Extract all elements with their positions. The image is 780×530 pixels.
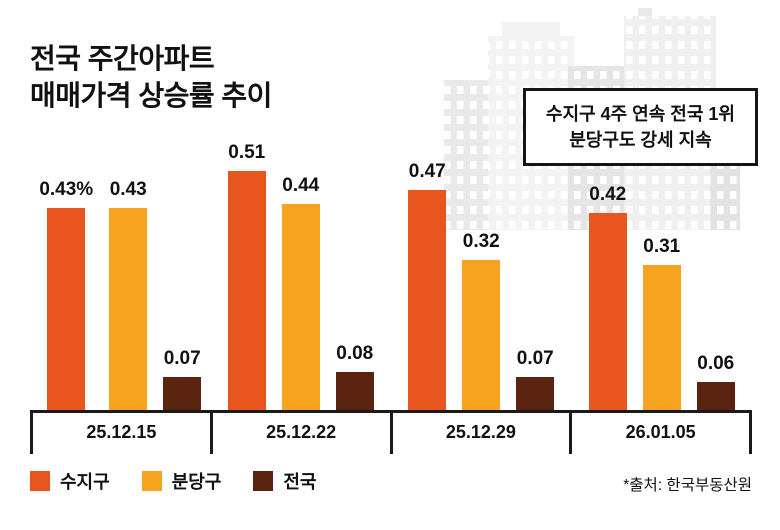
bar-column-수지구: 0.42 [588,184,627,410]
bar-value-label: 0.47 [408,161,446,182]
bar [588,213,627,410]
bar-column-전국: 0.07 [163,348,202,410]
callout-box: 수지구 4주 연속 전국 1위 분당구도 강세 지속 [522,88,758,167]
bar-value-label: 0.31 [643,236,681,257]
legend: 수지구 분당구 전국 [30,468,317,494]
page-title: 전국 주간아파트 매매가격 상승률 추이 [30,41,272,115]
bar-group: 0.43% 0.43 0.07 [30,179,211,410]
bar-column-전국: 0.08 [335,343,374,410]
legend-label: 분당구 [171,472,222,492]
bar-value-label: 0.43% [39,179,94,200]
legend-item: 수지구 [30,468,110,494]
bar-column-전국: 0.06 [696,353,735,410]
callout-line1: 수지구 4주 연속 전국 1위 [545,104,735,124]
bar-group: 0.47 0.32 0.07 [391,161,572,410]
axis-row: 25.12.15 25.12.22 25.12.29 26.01.05 [30,413,752,454]
x-axis-label: 26.01.05 [569,413,752,454]
x-axis-label: 25.12.22 [209,413,390,454]
legend-swatch [253,471,274,491]
legend-swatch [30,471,50,491]
bar [109,208,148,410]
legend-swatch [141,471,162,491]
bar-value-label: 0.08 [336,343,374,364]
bar [696,382,735,410]
bar [47,208,86,410]
x-axis-label: 25.12.15 [30,413,210,454]
source-credit: *출처: 한국부동산원 [623,477,752,494]
legend-item: 분당구 [141,468,222,494]
bar [516,377,555,410]
bar-value-label: 0.43 [109,179,147,200]
page-title-line1: 전국 주간아파트 [30,42,215,74]
bar-column-전국: 0.07 [516,348,555,410]
bar [227,171,266,410]
bar [281,204,320,410]
bar-column-분당구: 0.43 [109,179,148,410]
bar-group: 0.51 0.44 0.08 [211,142,392,410]
bar [642,265,681,410]
bar-column-수지구: 0.51 [227,142,266,410]
bar-column-분당구: 0.32 [462,231,501,410]
bar-value-label: 0.51 [228,142,266,163]
bar [335,372,374,410]
bar-group: 0.42 0.31 0.06 [572,184,753,410]
bar [462,260,501,410]
bar-value-label: 0.44 [282,175,320,196]
bar [163,377,202,410]
bar-column-수지구: 0.47 [408,161,447,410]
legend-label: 수지구 [60,472,110,492]
plot-area: 0.43% 0.43 0.07 0.51 0.44 0.08 0.47 0.32 0.07 0.4… [30,142,753,413]
bar [408,190,447,410]
bar-column-분당구: 0.31 [642,236,681,410]
bar-chart: 0.43% 0.43 0.07 0.51 0.44 0.08 0.47 0.32 0.07 0.4… [30,142,753,454]
x-axis-label: 25.12.29 [389,413,570,454]
bar-column-분당구: 0.44 [281,175,320,410]
bar-value-label: 0.07 [163,348,201,369]
legend-label: 전국 [283,472,317,492]
bar-column-수지구: 0.43% [39,179,93,410]
bar-value-label: 0.32 [462,231,500,252]
bar-value-label: 0.06 [697,353,735,374]
bar-value-label: 0.42 [589,184,627,205]
legend-item: 전국 [253,468,317,494]
bar-value-label: 0.07 [516,348,554,369]
page-title-line2: 매매가격 상승률 추이 [30,79,272,111]
callout-line2: 분당구도 강세 지속 [569,130,712,151]
